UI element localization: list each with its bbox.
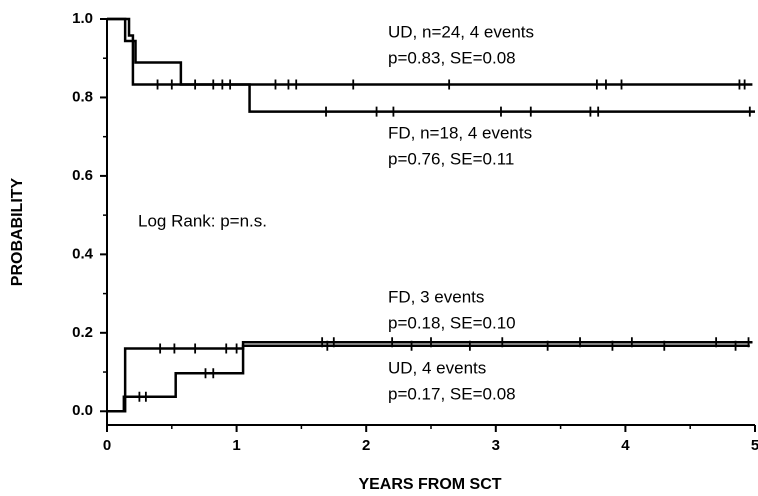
censor-mark bbox=[617, 79, 626, 90]
censor-mark bbox=[372, 106, 381, 117]
annotation: FD, n=18, 4 events bbox=[388, 123, 532, 142]
censor-mark bbox=[191, 79, 200, 90]
censor-mark bbox=[594, 106, 603, 117]
y-tick-label: 0.6 bbox=[72, 167, 93, 184]
censor-mark bbox=[232, 343, 241, 354]
censor-mark bbox=[731, 340, 740, 351]
censor-mark bbox=[153, 79, 162, 90]
censor-mark bbox=[465, 340, 474, 351]
censor-mark bbox=[445, 79, 454, 90]
censor-mark bbox=[271, 79, 280, 90]
censor-mark bbox=[349, 79, 358, 90]
censor-mark bbox=[222, 343, 231, 354]
annotation: p=0.83, SE=0.08 bbox=[388, 48, 516, 67]
censor-mark bbox=[226, 79, 235, 90]
censor-mark bbox=[167, 79, 176, 90]
censor-mark bbox=[740, 79, 749, 90]
annotation: Log Rank: p=n.s. bbox=[138, 211, 267, 230]
annotation: FD, 3 events bbox=[388, 287, 484, 306]
annotation: UD, n=24, 4 events bbox=[388, 22, 534, 41]
y-tick-label: 0.4 bbox=[72, 245, 94, 262]
y-tick-label: 0.0 bbox=[72, 402, 93, 419]
x-tick-label: 4 bbox=[621, 437, 630, 454]
censor-mark bbox=[745, 106, 754, 117]
censor-mark bbox=[407, 340, 416, 351]
x-tick-label: 3 bbox=[492, 437, 500, 454]
annotation: UD, 4 events bbox=[388, 358, 486, 377]
annotation: p=0.76, SE=0.11 bbox=[388, 149, 514, 168]
censor-mark bbox=[141, 391, 150, 402]
censor-mark bbox=[323, 340, 332, 351]
censor-mark bbox=[209, 79, 218, 90]
x-axis-title: YEARS FROM SCT bbox=[358, 476, 501, 493]
censor-mark bbox=[660, 340, 669, 351]
censor-mark bbox=[201, 368, 210, 379]
censor-mark bbox=[543, 340, 552, 351]
censor-mark bbox=[608, 340, 617, 351]
y-tick-label: 0.2 bbox=[72, 324, 93, 341]
censor-mark bbox=[209, 368, 218, 379]
censor-mark bbox=[292, 79, 301, 90]
censor-mark bbox=[156, 343, 165, 354]
annotation: p=0.18, SE=0.10 bbox=[388, 313, 516, 332]
y-axis-title: PROBABILITY bbox=[9, 177, 26, 286]
censor-mark bbox=[496, 106, 505, 117]
censor-mark bbox=[601, 79, 610, 90]
censor-mark bbox=[389, 106, 398, 117]
censor-mark bbox=[586, 106, 595, 117]
y-tick-label: 1.0 bbox=[72, 10, 93, 27]
censor-mark bbox=[191, 343, 200, 354]
y-tick-label: 0.8 bbox=[72, 88, 93, 105]
x-tick-label: 0 bbox=[103, 437, 111, 454]
censor-mark bbox=[218, 79, 227, 90]
censor-mark bbox=[284, 79, 293, 90]
annotation: p=0.17, SE=0.08 bbox=[388, 384, 516, 403]
x-tick-label: 1 bbox=[232, 437, 240, 454]
censor-mark bbox=[592, 79, 601, 90]
x-tick-label: 2 bbox=[362, 437, 370, 454]
survival-curve bbox=[107, 17, 755, 113]
censor-mark bbox=[526, 106, 535, 117]
x-tick-label: 5 bbox=[751, 437, 758, 454]
censor-mark bbox=[322, 106, 331, 117]
censor-mark bbox=[170, 343, 179, 354]
